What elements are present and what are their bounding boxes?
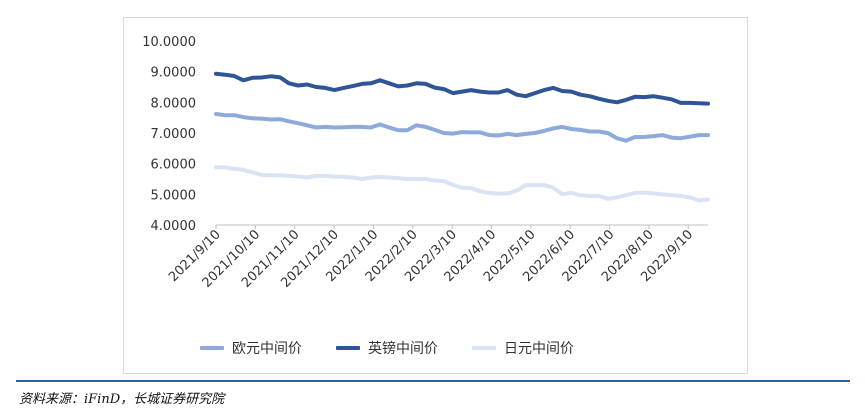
legend-swatch-pound bbox=[336, 346, 360, 350]
legend-swatch-yen bbox=[472, 346, 496, 350]
y-tick-label: 6.0000 bbox=[151, 158, 197, 173]
series-line-pound bbox=[214, 71, 710, 106]
legend-item-euro: 欧元中间价 bbox=[200, 338, 302, 358]
source-note: 资料来源：iFinD，长城证券研究院 bbox=[19, 392, 225, 407]
line-chart: 10.0000 9.0000 8.0000 7.0000 6.0000 5.0000 4.0… bbox=[142, 35, 710, 291]
chart-legend: 欧元中间价 英镑中间价 日元中间价 bbox=[200, 338, 574, 358]
legend-label-yen: 日元中间价 bbox=[504, 341, 574, 357]
series-layer bbox=[214, 71, 710, 203]
legend-item-yen: 日元中间价 bbox=[472, 338, 574, 358]
y-tick-label: 5.0000 bbox=[151, 188, 197, 203]
series-line-euro bbox=[214, 112, 710, 143]
x-axis: 2021/9/102021/10/102021/11/102021/12/102… bbox=[166, 224, 708, 291]
legend-label-euro: 欧元中间价 bbox=[232, 341, 302, 357]
series-line-yen bbox=[214, 165, 710, 203]
y-tick-label: 4.0000 bbox=[151, 219, 197, 234]
source-divider bbox=[16, 380, 850, 382]
y-tick-label: 7.0000 bbox=[151, 127, 197, 142]
y-axis: 10.0000 9.0000 8.0000 7.0000 6.0000 5.0000 4.0… bbox=[142, 35, 196, 234]
y-tick-label: 10.0000 bbox=[142, 35, 196, 50]
y-tick-label: 8.0000 bbox=[151, 96, 197, 111]
y-tick-label: 9.0000 bbox=[151, 66, 197, 81]
legend-item-pound: 英镑中间价 bbox=[336, 338, 438, 358]
chart-frame bbox=[123, 17, 748, 374]
legend-label-pound: 英镑中间价 bbox=[368, 341, 438, 357]
legend-swatch-euro bbox=[200, 346, 224, 350]
